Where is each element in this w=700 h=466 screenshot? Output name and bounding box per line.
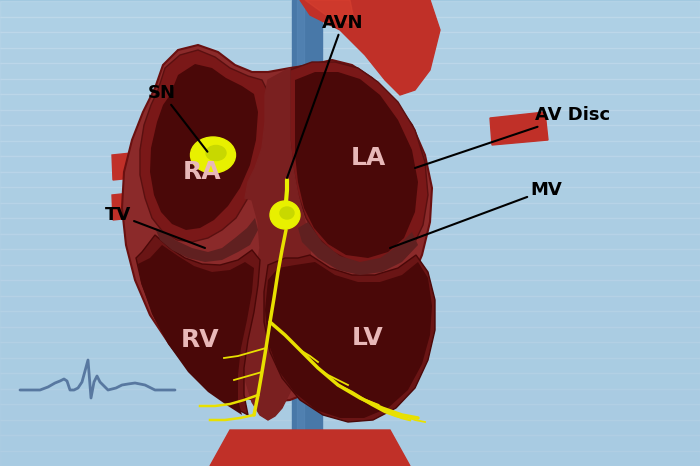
Polygon shape (305, 0, 355, 25)
Ellipse shape (190, 137, 235, 173)
Bar (0, 171, 700, 187)
Bar (0, 311, 700, 327)
Bar (0, 32, 700, 48)
Ellipse shape (270, 201, 300, 229)
Polygon shape (265, 262, 432, 418)
Bar (0, 1, 700, 16)
Bar (0, 357, 700, 373)
Bar (0, 78, 700, 94)
Bar (0, 141, 700, 156)
Polygon shape (136, 235, 260, 415)
Polygon shape (138, 245, 254, 415)
Polygon shape (300, 0, 440, 95)
Text: SN: SN (148, 84, 207, 152)
Bar (0, 125, 700, 141)
Bar (0, 187, 700, 203)
Text: LA: LA (351, 146, 386, 170)
Polygon shape (298, 222, 418, 275)
Bar (0, 110, 700, 125)
Text: AV Disc: AV Disc (415, 106, 610, 168)
Polygon shape (210, 430, 410, 466)
Text: TV: TV (105, 206, 205, 248)
Polygon shape (295, 72, 418, 258)
Bar (0, 327, 700, 342)
Polygon shape (122, 45, 432, 402)
Bar (0, 435, 700, 451)
Bar (0, 389, 700, 404)
Polygon shape (490, 112, 548, 145)
Bar (0, 203, 700, 218)
Bar (0, 419, 700, 435)
Bar (0, 48, 700, 63)
Polygon shape (264, 255, 435, 422)
Ellipse shape (206, 145, 226, 160)
Polygon shape (243, 68, 312, 420)
Bar (0, 295, 700, 311)
Ellipse shape (280, 207, 294, 219)
Polygon shape (150, 64, 258, 230)
Polygon shape (292, 0, 322, 466)
Bar (0, 63, 700, 78)
Bar (0, 373, 700, 389)
Polygon shape (290, 62, 428, 265)
Text: RA: RA (183, 160, 221, 184)
Text: MV: MV (390, 181, 561, 248)
Bar (0, 249, 700, 265)
Bar (0, 280, 700, 295)
Bar (0, 451, 700, 466)
Text: AVN: AVN (287, 14, 363, 178)
Bar (0, 16, 700, 32)
Polygon shape (112, 190, 160, 220)
Text: LV: LV (352, 326, 384, 350)
Polygon shape (155, 218, 258, 262)
Polygon shape (140, 50, 268, 242)
Text: RV: RV (181, 328, 219, 352)
Bar (0, 233, 700, 249)
Bar (0, 94, 700, 110)
Polygon shape (297, 0, 304, 466)
Polygon shape (112, 150, 162, 180)
Bar (0, 404, 700, 419)
Bar (0, 342, 700, 357)
Bar (0, 265, 700, 280)
Bar (0, 156, 700, 171)
Bar (0, 218, 700, 233)
